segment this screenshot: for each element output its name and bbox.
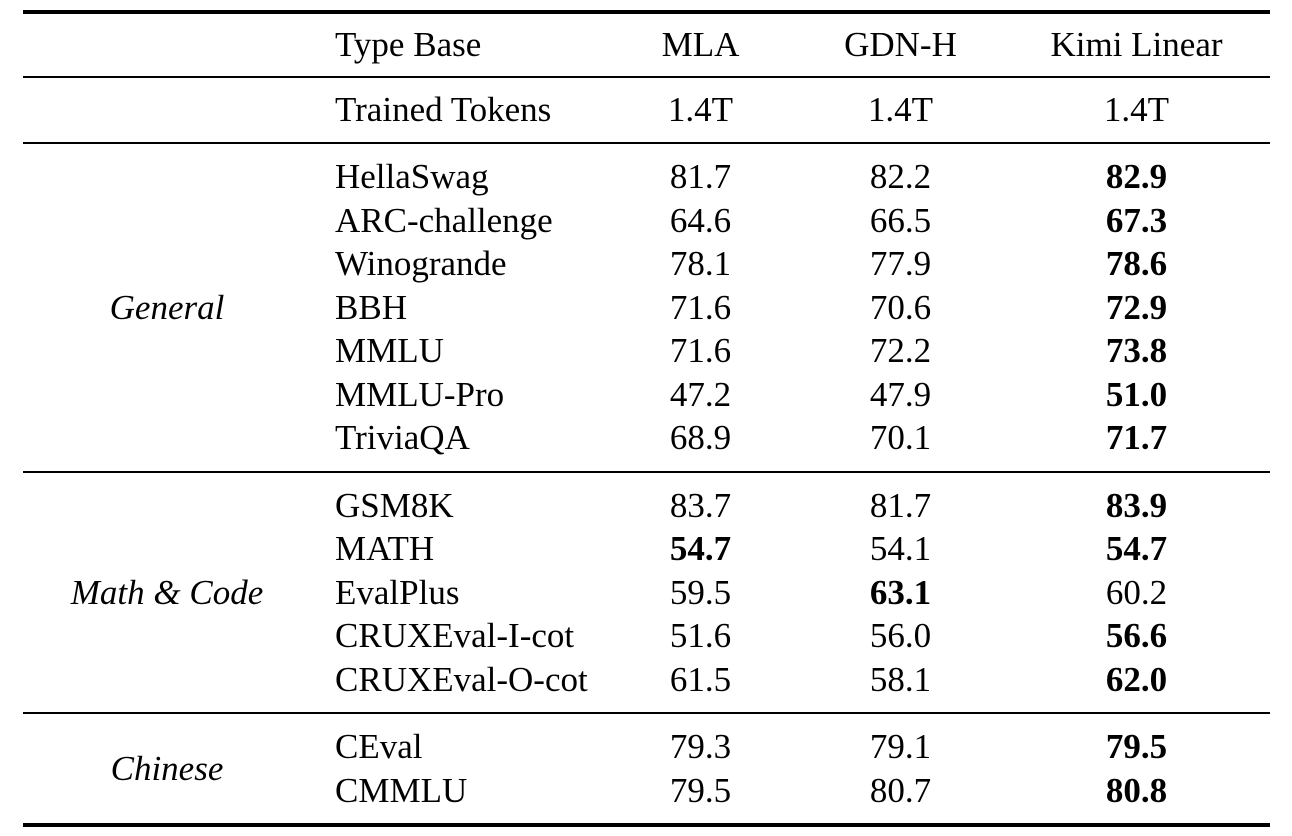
metric-value: 73.8 [1105,331,1168,370]
metric-value: 71.6 [669,331,732,370]
section-label-math-code: Math & Code [23,473,311,714]
metric-value: 60.2 [1105,572,1168,612]
benchmark-name: MMLU [335,331,444,370]
metric-value: 82.9 [1105,157,1168,196]
metric-value: 51.6 [669,616,732,655]
metric-value: 83.7 [669,485,732,525]
metric-value: 67.3 [1105,200,1168,240]
section-label-general: General [23,144,311,473]
benchmark-name: CRUXEval-O-cot [311,658,603,714]
benchmark-name: TriviaQA [311,416,603,473]
metric-value: 78.6 [1105,244,1168,283]
benchmark-name: Winogrande [335,244,507,283]
trained-tokens-row: Trained Tokens 1.4T 1.4T 1.4T [23,78,1270,144]
metric-value: 83.9 [1105,485,1168,525]
metric-value: 77.9 [869,244,932,283]
table-row: EvalPlus 59.5 63.1 60.2 [23,571,1270,615]
trained-tokens-label: Trained Tokens [311,78,603,144]
metric-value: 79.1 [869,727,932,766]
metric-value: 81.7 [869,485,932,525]
metric-value: 72.9 [1105,287,1168,327]
trained-tokens-mla: 1.4T [603,78,798,144]
metric-value: 56.6 [1105,616,1168,655]
metric-value: 70.6 [869,287,932,327]
table-row: BBH 71.6 70.6 72.9 [23,286,1270,330]
metric-value: 66.5 [869,200,932,240]
benchmark-name: ARC-challenge [335,200,553,240]
section-label-chinese: Chinese [110,748,224,788]
metric-value: 71.6 [669,287,732,327]
metric-value: 79.5 [1105,727,1168,766]
metric-value: 59.5 [669,572,732,612]
table-header-row: Type Base MLA GDN-H Kimi Linear [23,14,1270,78]
metric-value: 63.1 [869,572,932,612]
col-header-type-base: Type Base [311,14,603,78]
metric-value: 54.1 [869,529,932,568]
trained-tokens-gdn-h: 1.4T [798,78,1003,144]
metric-value: 80.7 [869,770,932,810]
trained-tokens-kimi: 1.4T [1003,78,1270,144]
metric-value: 79.3 [669,727,732,766]
benchmark-name: EvalPlus [335,572,460,612]
empty-cell [23,78,311,144]
table-row: MMLU-Pro 47.2 47.9 51.0 [23,373,1270,417]
metric-value: 80.8 [1105,770,1168,810]
metric-value: 79.5 [669,770,732,810]
metric-value: 51.0 [1105,374,1168,414]
metric-value: 61.5 [603,658,798,714]
table-row: ARC-challenge 64.6 66.5 67.3 [23,199,1270,243]
benchmark-name: CRUXEval-I-cot [335,616,575,655]
metric-value: 71.7 [1003,416,1270,473]
metric-value: 64.6 [669,200,732,240]
metric-value: 81.7 [669,157,732,196]
col-header-gdn-h: GDN-H [798,14,1003,78]
metric-value: 82.2 [869,157,932,196]
col-header-mla: MLA [603,14,798,78]
benchmark-name: HellaSwag [335,157,489,196]
table-row: MMLU 71.6 72.2 73.8 [23,329,1270,373]
metric-value: 70.1 [798,416,1003,473]
benchmark-name: CMMLU [335,770,468,810]
metric-value: 54.7 [669,529,732,568]
metric-value: 68.9 [603,416,798,473]
table-row: General HellaSwag 81.7 82.2 82.9 [23,144,1270,473]
metric-value: 72.2 [869,331,932,370]
table-row: MATH 54.7 54.1 54.7 [23,527,1270,571]
benchmark-name: MMLU-Pro [335,374,505,414]
table-row: Chinese CEval 79.3 79.1 79.5 [23,714,1270,788]
metric-value: 58.1 [798,658,1003,714]
metric-value: 47.2 [669,374,732,414]
metric-value: 54.7 [1105,529,1168,568]
metric-value: 62.0 [1003,658,1270,714]
benchmark-name: CEval [335,727,423,766]
benchmark-name: BBH [335,287,407,327]
metric-value: 78.1 [669,244,732,283]
table-row: Winogrande 78.1 77.9 78.6 [23,242,1270,286]
empty-header-cell [23,14,311,78]
table-row: TriviaQA 68.9 70.1 71.7 [23,416,1270,473]
table-row: CRUXEval-O-cot 61.5 58.1 62.0 [23,658,1270,714]
benchmark-comparison-table: Type Base MLA GDN-H Kimi Linear Trained … [23,10,1270,827]
metric-value: 56.0 [869,616,932,655]
table-row: Math & Code GSM8K 83.7 81.7 83.9 [23,473,1270,714]
col-header-kimi-linear: Kimi Linear [1003,14,1270,78]
metric-value: 47.9 [869,374,932,414]
benchmark-name: MATH [335,529,435,568]
table-row: CMMLU 79.5 80.7 80.8 [23,769,1270,824]
benchmark-name: GSM8K [335,485,454,525]
table-row: CRUXEval-I-cot 51.6 56.0 56.6 [23,614,1270,658]
